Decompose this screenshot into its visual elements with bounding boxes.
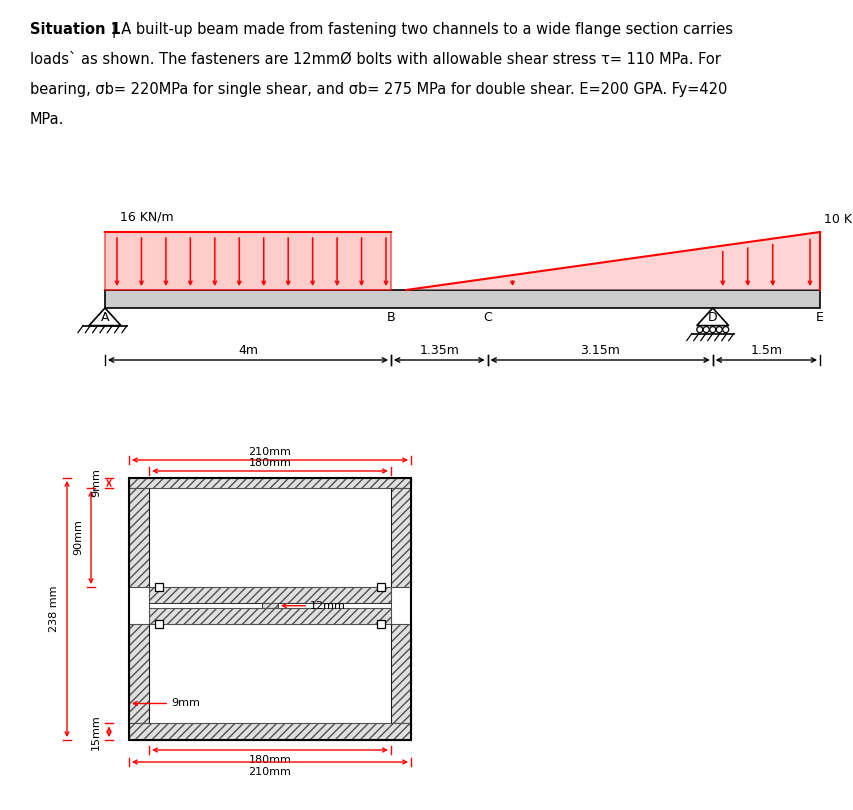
Bar: [129, 723, 410, 740]
Bar: [155, 620, 163, 629]
Circle shape: [696, 326, 702, 333]
Text: 4m: 4m: [238, 343, 258, 356]
Polygon shape: [89, 308, 121, 326]
Text: 1.35m: 1.35m: [419, 343, 459, 356]
Bar: [376, 583, 385, 591]
Circle shape: [702, 326, 709, 333]
Circle shape: [709, 326, 715, 333]
Bar: [129, 478, 410, 488]
Bar: [155, 583, 163, 591]
Bar: [262, 603, 278, 608]
Bar: [149, 603, 262, 608]
Bar: [391, 488, 410, 587]
Bar: [149, 587, 391, 603]
Text: 90mm: 90mm: [73, 519, 83, 556]
Text: C: C: [483, 311, 491, 324]
Text: 12mm: 12mm: [310, 601, 345, 611]
Text: | A built-up beam made from fastening two channels to a wide flange section carr: | A built-up beam made from fastening tw…: [107, 22, 732, 38]
Polygon shape: [696, 308, 728, 326]
Bar: [129, 625, 149, 723]
Text: B: B: [386, 311, 395, 324]
Text: 15mm: 15mm: [91, 714, 101, 749]
Bar: [129, 488, 149, 587]
Text: 238 mm: 238 mm: [49, 586, 59, 633]
Polygon shape: [405, 232, 819, 290]
Text: E: E: [815, 311, 823, 324]
Text: A: A: [101, 311, 109, 324]
Text: loads` as shown. The fasteners are 12mmØ bolts with allowable shear stress τ= 11: loads` as shown. The fasteners are 12mmØ…: [30, 52, 720, 67]
Bar: [149, 608, 391, 625]
Text: 210mm: 210mm: [248, 767, 291, 777]
Text: bearing, σb= 220MPa for single shear, and σb= 275 MPa for double shear. E=200 GP: bearing, σb= 220MPa for single shear, an…: [30, 82, 727, 97]
Bar: [391, 625, 410, 723]
Text: 1.5m: 1.5m: [750, 343, 781, 356]
Bar: [278, 603, 391, 608]
Polygon shape: [105, 290, 819, 308]
Text: 9mm: 9mm: [91, 468, 101, 497]
Circle shape: [716, 326, 722, 333]
Text: Situation 1: Situation 1: [30, 22, 121, 37]
Text: 10 KN/m: 10 KN/m: [823, 213, 853, 226]
Text: MPa.: MPa.: [30, 112, 64, 127]
Text: 180mm: 180mm: [248, 755, 291, 765]
Text: 180mm: 180mm: [248, 458, 291, 468]
Text: 16 KN/m: 16 KN/m: [120, 211, 173, 224]
Text: 3.15m: 3.15m: [579, 343, 619, 356]
Bar: [376, 620, 385, 629]
Polygon shape: [105, 232, 391, 290]
Text: D: D: [707, 311, 717, 324]
Circle shape: [722, 326, 728, 333]
Text: 210mm: 210mm: [248, 447, 291, 457]
Text: 9mm: 9mm: [171, 698, 200, 709]
